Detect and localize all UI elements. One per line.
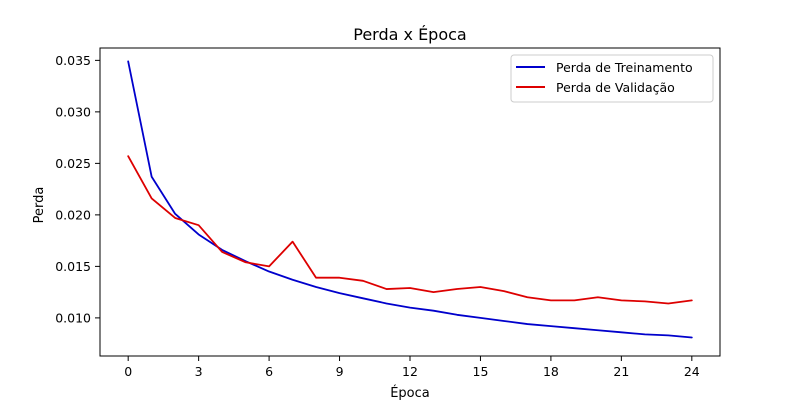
- x-tick-label: 18: [543, 364, 559, 379]
- x-tick-label: 15: [473, 364, 489, 379]
- series-line-validation: [127, 155, 693, 305]
- x-tick-label: 6: [265, 364, 273, 379]
- plot-frame: [99, 47, 721, 357]
- y-axis-ticks: 0.010 0.015 0.020 0.025 0.030 0.035: [55, 53, 100, 325]
- y-tick-label: 0.010: [55, 310, 91, 325]
- series-line-training: [127, 60, 693, 339]
- legend-label-validation: Perda de Validação: [556, 80, 675, 95]
- x-tick-label: 0: [124, 364, 132, 379]
- x-tick-label: 24: [684, 364, 700, 379]
- x-axis-label: Época: [390, 385, 430, 400]
- chart-title: Perda x Época: [353, 25, 466, 44]
- x-tick-label: 21: [613, 364, 629, 379]
- y-axis-label: Perda: [32, 187, 47, 224]
- y-tick-label: 0.030: [55, 104, 91, 119]
- y-tick-label: 0.035: [55, 53, 91, 68]
- x-axis-ticks: 0 3 6 9 12 15 18 21 24: [124, 356, 700, 379]
- legend-label-training: Perda de Treinamento: [556, 60, 693, 75]
- x-tick-label: 9: [336, 364, 344, 379]
- y-tick-label: 0.025: [55, 156, 91, 171]
- legend: Perda de Treinamento Perda de Validação: [510, 54, 714, 103]
- x-tick-label: 12: [402, 364, 418, 379]
- legend-box: [510, 54, 714, 103]
- y-tick-label: 0.020: [55, 207, 91, 222]
- series-lines: [127, 60, 693, 339]
- x-tick-label: 3: [195, 364, 203, 379]
- y-tick-label: 0.015: [55, 259, 91, 274]
